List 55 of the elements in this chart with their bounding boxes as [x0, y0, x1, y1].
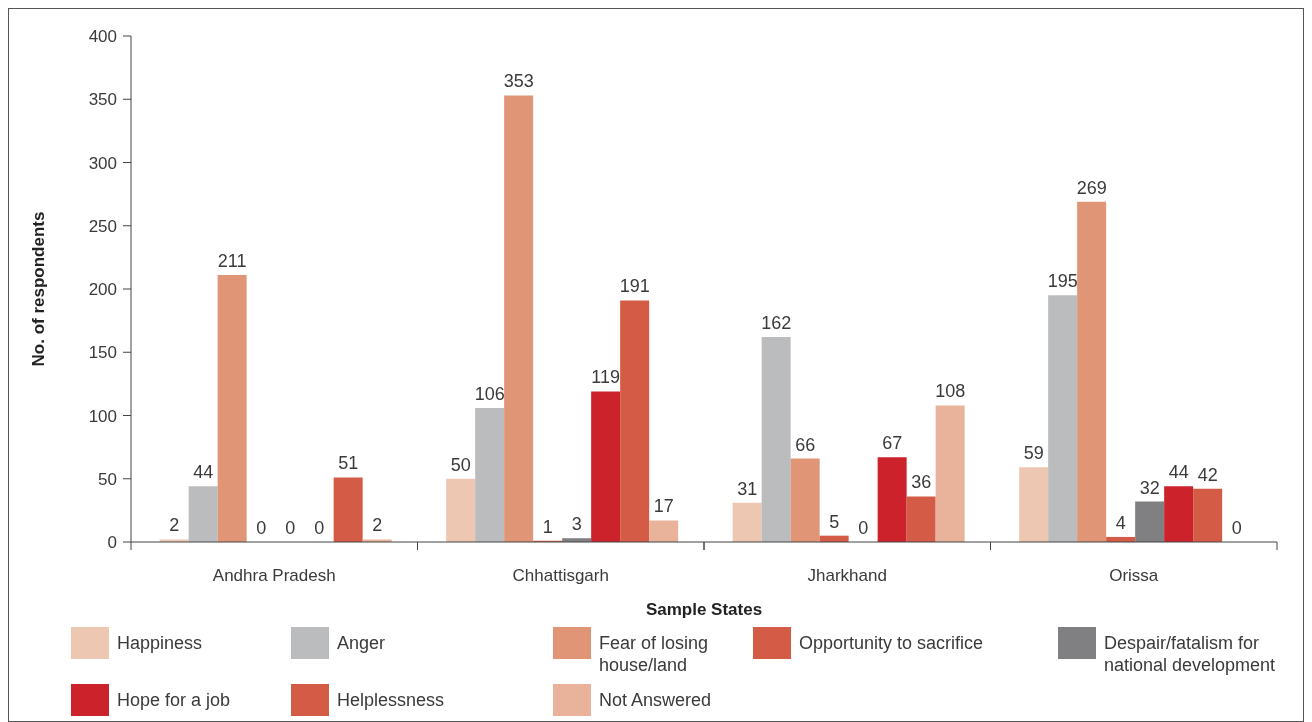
data-label: 211 [217, 251, 247, 272]
data-label: 106 [474, 383, 505, 404]
legend-label: Hope for a job [117, 689, 231, 711]
legend-label: Helplessness [337, 689, 445, 711]
data-label: 0 [256, 517, 267, 538]
data-label: 59 [1023, 443, 1044, 464]
y-tick-label: 150 [88, 343, 117, 363]
data-label: 4 [1115, 512, 1126, 533]
data-label: 195 [1047, 271, 1078, 292]
legend-label: Not Answered [599, 689, 712, 711]
data-label: 17 [653, 496, 674, 517]
data-label: 2 [169, 515, 180, 536]
y-tick-label: 200 [88, 280, 117, 300]
y-axis-title: No. of respondents [28, 211, 48, 367]
data-label: 0 [285, 517, 296, 538]
x-tick-label: Orissa [1109, 566, 1159, 585]
x-tick-label: Andhra Pradesh [212, 566, 336, 585]
data-label: 353 [503, 71, 534, 92]
data-label: 51 [338, 453, 359, 474]
data-label: 67 [882, 433, 903, 454]
legend-label: Happiness [117, 632, 203, 654]
legend-label: Opportunity to sacrifice [799, 632, 984, 654]
data-label: 42 [1197, 464, 1218, 485]
data-label: 50 [450, 454, 471, 475]
data-label: 44 [193, 462, 214, 483]
y-tick-label: 50 [98, 469, 117, 489]
data-label: 32 [1139, 477, 1160, 498]
data-label: 108 [935, 381, 966, 402]
data-label: 2 [372, 515, 383, 536]
data-label: 31 [737, 478, 758, 499]
data-label: 269 [1076, 177, 1107, 198]
x-tick-label: Jharkhand [807, 566, 887, 585]
data-label: 36 [911, 472, 932, 493]
x-axis-title: Sample States [645, 600, 763, 619]
data-label: 0 [1231, 517, 1242, 538]
data-label: 3 [571, 514, 582, 535]
data-label: 191 [619, 276, 650, 297]
data-label: 1 [542, 516, 553, 537]
data-label: 0 [314, 517, 325, 538]
legend-label: Anger [337, 632, 386, 654]
y-tick-label: 100 [88, 406, 117, 426]
data-label: 66 [795, 434, 816, 455]
x-tick-label: Chhattisgarh [512, 566, 609, 585]
data-label: 0 [858, 517, 869, 538]
y-tick-label: 400 [88, 27, 117, 47]
y-tick-label: 300 [88, 153, 117, 173]
legend-label: Fear of losing house/land [599, 632, 710, 676]
y-tick-label: 0 [107, 533, 117, 553]
data-label: 5 [829, 511, 840, 532]
legend-label: Despair/fatalism for national development [1104, 632, 1277, 676]
data-label: 44 [1168, 462, 1189, 483]
y-tick-label: 250 [88, 216, 117, 236]
data-label: 162 [761, 313, 792, 334]
data-label: 119 [591, 367, 620, 388]
y-tick-label: 350 [88, 90, 117, 110]
